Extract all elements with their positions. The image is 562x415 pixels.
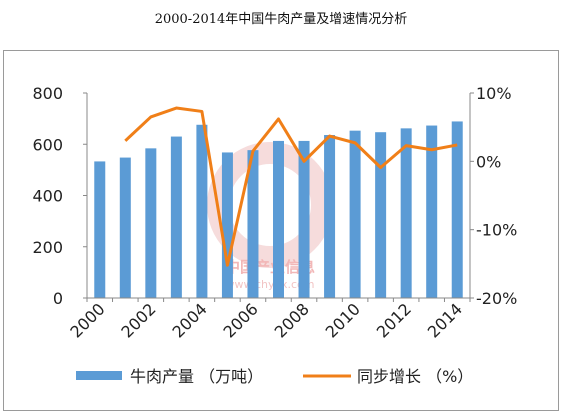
bar-2012 (400, 128, 412, 298)
y-right-tick-label: 10% (476, 84, 512, 103)
y-left-tick-label: 0 (53, 289, 63, 308)
bar-2011 (375, 132, 387, 298)
bar-2003 (170, 136, 182, 298)
legend-label-growth: 同步增长 （%） (357, 367, 473, 386)
bar-2008 (298, 140, 310, 298)
bar-2006 (247, 150, 259, 298)
bar-2014 (451, 121, 463, 298)
x-tick-label: 2010 (322, 299, 364, 341)
bar-2007 (273, 140, 284, 298)
x-tick-label: 2012 (373, 299, 415, 341)
bar-2005 (221, 152, 233, 298)
bar-2001 (119, 157, 131, 298)
y-right-tick-label: -10% (476, 221, 517, 240)
x-tick-label: 2002 (117, 299, 159, 341)
growth-line (124, 106, 458, 267)
y-left-tick-label: 600 (32, 135, 63, 154)
legend-label-production: 牛肉产量 （万吨） (130, 367, 263, 386)
chart-frame (3, 50, 559, 411)
y-left-tick-label: 200 (32, 238, 63, 257)
x-tick-label: 2014 (424, 299, 466, 341)
bar-2002 (145, 148, 157, 298)
x-tick-label: 2000 (66, 299, 108, 341)
bar-2000 (94, 161, 106, 298)
x-tick-label: 2004 (169, 299, 211, 341)
y-left-tick-label: 400 (32, 187, 63, 206)
bar-2013 (426, 125, 438, 298)
bar-2010 (349, 130, 361, 298)
bar-2009 (324, 135, 336, 298)
y-left-tick-label: 800 (32, 84, 63, 103)
bar-2004 (196, 124, 208, 299)
y-right-tick-label: -20% (476, 289, 517, 308)
x-tick-label: 2006 (220, 299, 262, 341)
x-tick-label: 2008 (271, 299, 313, 341)
y-right-tick-label: 0% (476, 152, 501, 171)
chart-title: 2000-2014年中国牛肉产量及增速情况分析 (154, 12, 408, 27)
legend-swatch-production (76, 371, 122, 380)
